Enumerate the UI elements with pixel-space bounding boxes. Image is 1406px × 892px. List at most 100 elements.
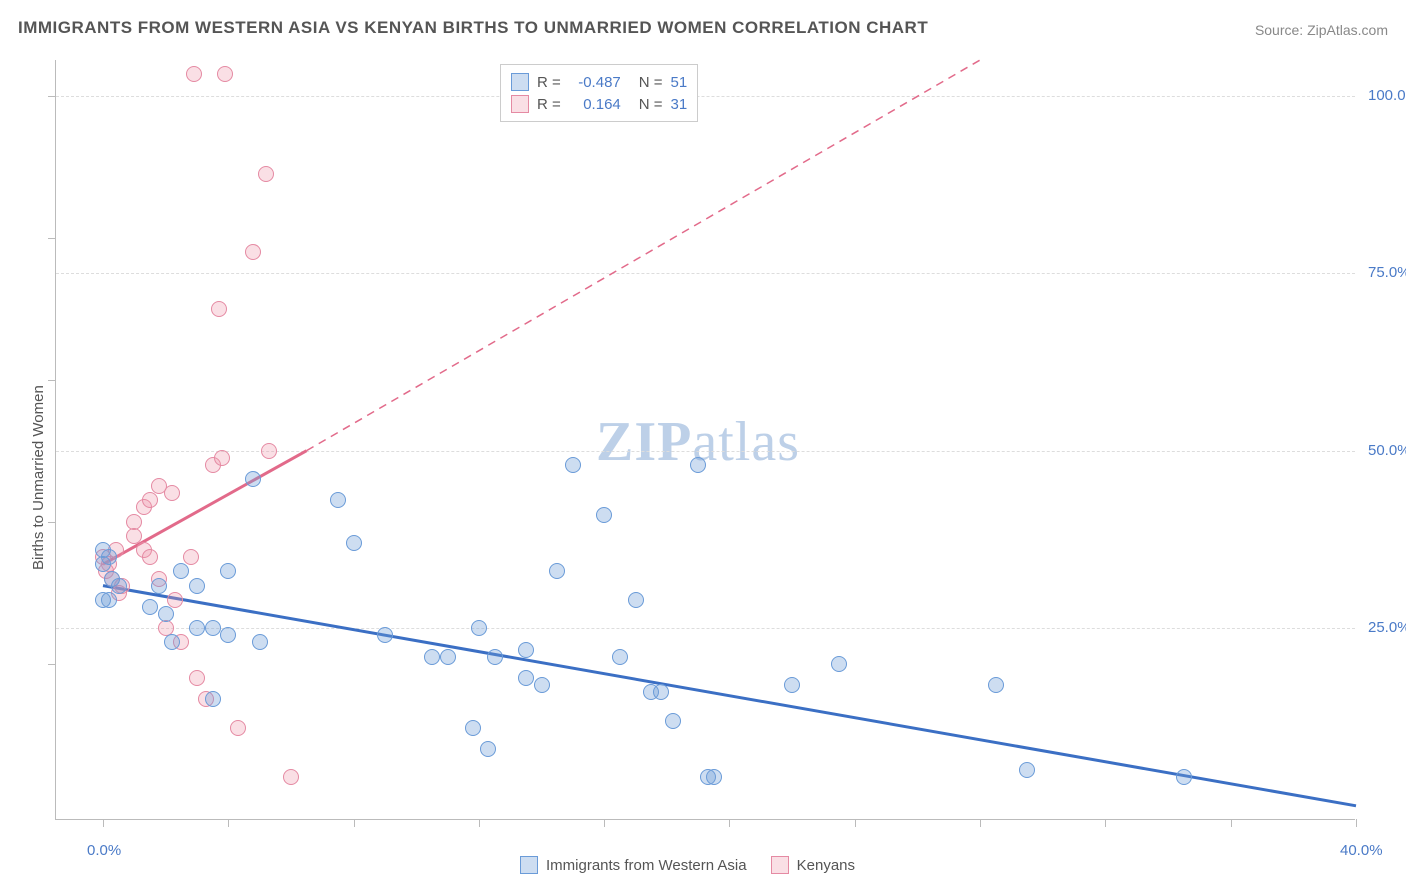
pink-point: [142, 549, 158, 565]
legend-n-label: N =: [639, 74, 663, 91]
x-tick: [103, 819, 104, 827]
x-tick: [228, 819, 229, 827]
y-axis-title: Births to Unmarried Women: [30, 385, 47, 570]
x-tick: [729, 819, 730, 827]
legend-r-value: 0.164: [569, 96, 621, 113]
x-tick: [980, 819, 981, 827]
legend-n-label: N =: [639, 96, 663, 113]
blue-point: [784, 677, 800, 693]
blue-point: [205, 691, 221, 707]
regression-lines: [56, 60, 1356, 820]
pink-point: [283, 769, 299, 785]
blue-point: [440, 649, 456, 665]
blue-point: [471, 620, 487, 636]
x-tick: [604, 819, 605, 827]
blue-point: [220, 627, 236, 643]
x-tick: [354, 819, 355, 827]
blue-point: [690, 457, 706, 473]
legend-n-value: 51: [671, 74, 688, 91]
pink-point: [214, 450, 230, 466]
blue-point: [164, 634, 180, 650]
blue-point: [158, 606, 174, 622]
x-tick: [855, 819, 856, 827]
x-tick-label: 40.0%: [1340, 842, 1383, 859]
y-tick-label: 75.0%: [1368, 264, 1406, 281]
legend-r-label: R =: [537, 74, 561, 91]
legend-r-label: R =: [537, 96, 561, 113]
blue-point: [377, 627, 393, 643]
blue-point: [549, 563, 565, 579]
x-tick: [1231, 819, 1232, 827]
blue-point: [424, 649, 440, 665]
blue-point: [111, 578, 127, 594]
pink-point: [164, 485, 180, 501]
blue-point: [706, 769, 722, 785]
blue-point: [534, 677, 550, 693]
y-tick-label: 25.0%: [1368, 619, 1406, 636]
legend-swatch: [511, 73, 529, 91]
legend-stats: R = -0.487 N = 51 R = 0.164 N = 31: [500, 64, 698, 122]
legend-stat-row: R = -0.487 N = 51: [511, 71, 687, 93]
legend-series-item: Kenyans: [771, 856, 855, 874]
blue-point: [346, 535, 362, 551]
legend-series-label: Immigrants from Western Asia: [546, 857, 747, 874]
y-tick-label: 50.0%: [1368, 442, 1406, 459]
pink-point: [258, 166, 274, 182]
blue-point: [988, 677, 1004, 693]
blue-point: [465, 720, 481, 736]
pink-point: [167, 592, 183, 608]
legend-series-item: Immigrants from Western Asia: [520, 856, 747, 874]
blue-point: [628, 592, 644, 608]
x-tick: [1105, 819, 1106, 827]
blue-point: [330, 492, 346, 508]
legend-r-value: -0.487: [569, 74, 621, 91]
legend-swatch: [520, 856, 538, 874]
blue-point: [173, 563, 189, 579]
blue-point: [487, 649, 503, 665]
pink-point: [217, 66, 233, 82]
blue-point: [1176, 769, 1192, 785]
pink-point: [211, 301, 227, 317]
blue-point: [653, 684, 669, 700]
y-tick: [48, 380, 56, 381]
blue-point: [189, 578, 205, 594]
pink-point: [142, 492, 158, 508]
legend-swatch: [771, 856, 789, 874]
legend-n-value: 31: [671, 96, 688, 113]
pink-point: [183, 549, 199, 565]
legend-stat-row: R = 0.164 N = 31: [511, 93, 687, 115]
legend-series-label: Kenyans: [797, 857, 855, 874]
blue-point: [831, 656, 847, 672]
y-tick: [48, 96, 56, 97]
y-tick-label: 100.0%: [1368, 87, 1406, 104]
chart-plot-area: ZIPatlas 25.0%50.0%75.0%100.0%: [55, 60, 1355, 820]
legend-swatch: [511, 95, 529, 113]
x-tick-label: 0.0%: [87, 842, 121, 859]
y-tick: [48, 238, 56, 239]
blue-point: [1019, 762, 1035, 778]
blue-point: [205, 620, 221, 636]
y-tick: [48, 664, 56, 665]
blue-point: [252, 634, 268, 650]
blue-point: [480, 741, 496, 757]
blue-point: [518, 670, 534, 686]
pink-point: [186, 66, 202, 82]
blue-point: [518, 642, 534, 658]
blue-point: [665, 713, 681, 729]
pink-point: [126, 528, 142, 544]
legend-series: Immigrants from Western Asia Kenyans: [520, 856, 855, 874]
blue-point: [95, 556, 111, 572]
pink-point: [230, 720, 246, 736]
blue-point: [142, 599, 158, 615]
pink-point: [245, 244, 261, 260]
pink-point: [261, 443, 277, 459]
blue-point: [565, 457, 581, 473]
x-tick: [1356, 819, 1357, 827]
pink-point: [189, 670, 205, 686]
chart-title: IMMIGRANTS FROM WESTERN ASIA VS KENYAN B…: [18, 18, 928, 38]
blue-point: [245, 471, 261, 487]
blue-point: [612, 649, 628, 665]
source-label: Source: ZipAtlas.com: [1255, 22, 1388, 38]
blue-point: [151, 578, 167, 594]
blue-point: [220, 563, 236, 579]
